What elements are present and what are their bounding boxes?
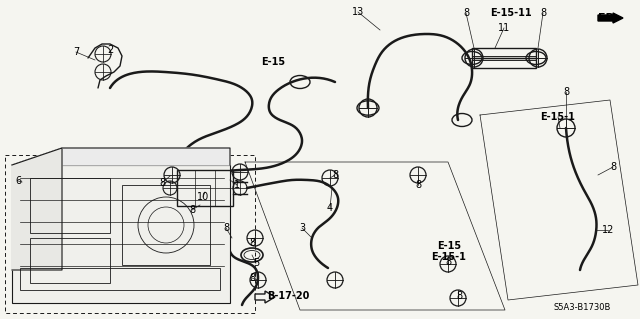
Polygon shape (12, 148, 230, 165)
Text: 5: 5 (253, 258, 259, 268)
Text: 8: 8 (249, 273, 255, 283)
Text: 2: 2 (107, 45, 113, 55)
Text: S5A3-B1730B: S5A3-B1730B (554, 303, 611, 313)
Bar (177, 170, 233, 206)
Bar (122, 185, 210, 265)
Text: 8: 8 (610, 162, 616, 172)
Text: E-15-11: E-15-11 (490, 8, 532, 18)
FancyArrow shape (598, 13, 623, 23)
Text: 8: 8 (223, 223, 229, 233)
Text: 8: 8 (332, 170, 338, 180)
Text: 8: 8 (249, 238, 255, 248)
Text: 8: 8 (563, 87, 569, 97)
FancyArrow shape (255, 291, 275, 303)
Bar (30, 238, 110, 283)
Bar (22, 178, 50, 200)
Text: B-17-20: B-17-20 (267, 291, 309, 301)
Text: 13: 13 (352, 7, 364, 17)
Text: 8: 8 (463, 8, 469, 18)
Text: E-15-1: E-15-1 (541, 112, 575, 122)
Text: 4: 4 (327, 203, 333, 213)
Text: 8: 8 (189, 205, 195, 215)
Polygon shape (12, 148, 62, 270)
Text: 3: 3 (299, 223, 305, 233)
Text: 8: 8 (415, 180, 421, 190)
Text: E-15: E-15 (437, 241, 461, 251)
Text: FR.: FR. (598, 13, 618, 23)
Bar (20, 268, 220, 290)
Text: 12: 12 (602, 225, 614, 235)
Text: 8: 8 (540, 8, 546, 18)
Bar (30, 178, 110, 233)
Text: 1: 1 (234, 180, 240, 190)
Text: 10: 10 (197, 192, 209, 202)
Text: 6: 6 (15, 176, 21, 186)
Text: 8: 8 (456, 291, 462, 301)
Text: 8: 8 (159, 178, 165, 188)
Text: 8: 8 (445, 257, 451, 267)
Text: 7: 7 (73, 47, 79, 57)
Text: E-15: E-15 (261, 57, 285, 67)
Bar (5, 155, 255, 313)
Bar (12, 165, 230, 303)
Text: 11: 11 (498, 23, 510, 33)
Bar (472, 48, 536, 68)
Text: E-15-1: E-15-1 (431, 252, 467, 262)
